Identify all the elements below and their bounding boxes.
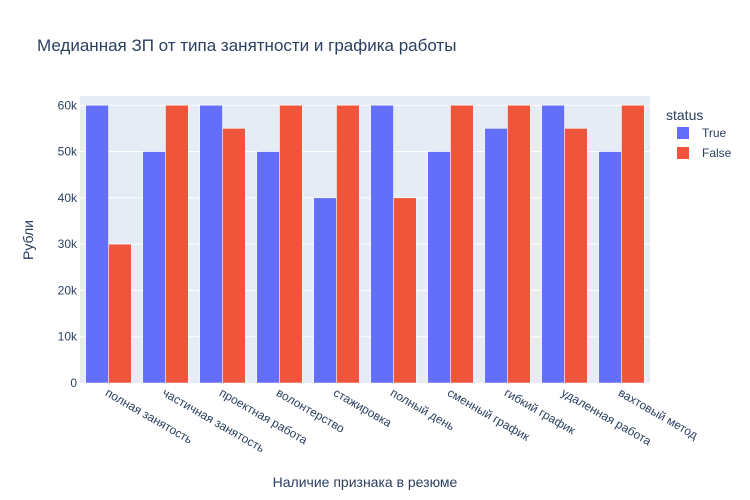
bar-false[interactable] <box>165 105 189 384</box>
bar-true[interactable] <box>427 151 451 384</box>
y-tick-label: 30k <box>58 237 78 251</box>
legend-label-true[interactable]: True <box>702 126 727 140</box>
bars <box>85 105 645 384</box>
y-tick-label: 20k <box>58 283 78 297</box>
bar-false[interactable] <box>222 128 246 384</box>
y-tick-label: 50k <box>58 145 78 159</box>
bar-false[interactable] <box>621 105 645 384</box>
bar-false[interactable] <box>336 105 360 384</box>
chart-title: Медианная ЗП от типа занятности и график… <box>37 36 456 55</box>
bar-true[interactable] <box>142 151 166 384</box>
bar-true[interactable] <box>541 105 565 384</box>
bar-false[interactable] <box>279 105 303 384</box>
bar-true[interactable] <box>484 128 508 384</box>
legend[interactable]: status True False <box>666 107 732 160</box>
bar-false[interactable] <box>393 197 417 384</box>
y-tick-label: 0 <box>70 376 77 390</box>
bar-true[interactable] <box>598 151 622 384</box>
legend-title: status <box>666 107 703 123</box>
bar-false[interactable] <box>108 243 132 384</box>
y-tick-label: 10k <box>58 330 78 344</box>
bar-false[interactable] <box>450 105 474 384</box>
bar-true[interactable] <box>199 105 223 384</box>
y-tick-label: 60k <box>58 98 78 112</box>
legend-swatch-false[interactable] <box>677 147 689 159</box>
legend-label-false[interactable]: False <box>702 146 732 160</box>
bar-true[interactable] <box>85 105 109 384</box>
y-axis-label: Рубли <box>20 220 36 260</box>
legend-swatch-true[interactable] <box>677 127 689 139</box>
bar-true[interactable] <box>256 151 280 384</box>
x-tick-label: частичная занятость <box>160 385 267 455</box>
bar-true[interactable] <box>313 197 337 384</box>
y-axis-ticks: 0 10k 20k 30k 40k 50k 60k <box>58 98 78 390</box>
x-axis-label: Наличие признака в резюме <box>273 474 458 490</box>
y-tick-label: 40k <box>58 191 78 205</box>
bar-false[interactable] <box>507 105 531 384</box>
bar-false[interactable] <box>564 128 588 384</box>
bar-true[interactable] <box>370 105 394 384</box>
